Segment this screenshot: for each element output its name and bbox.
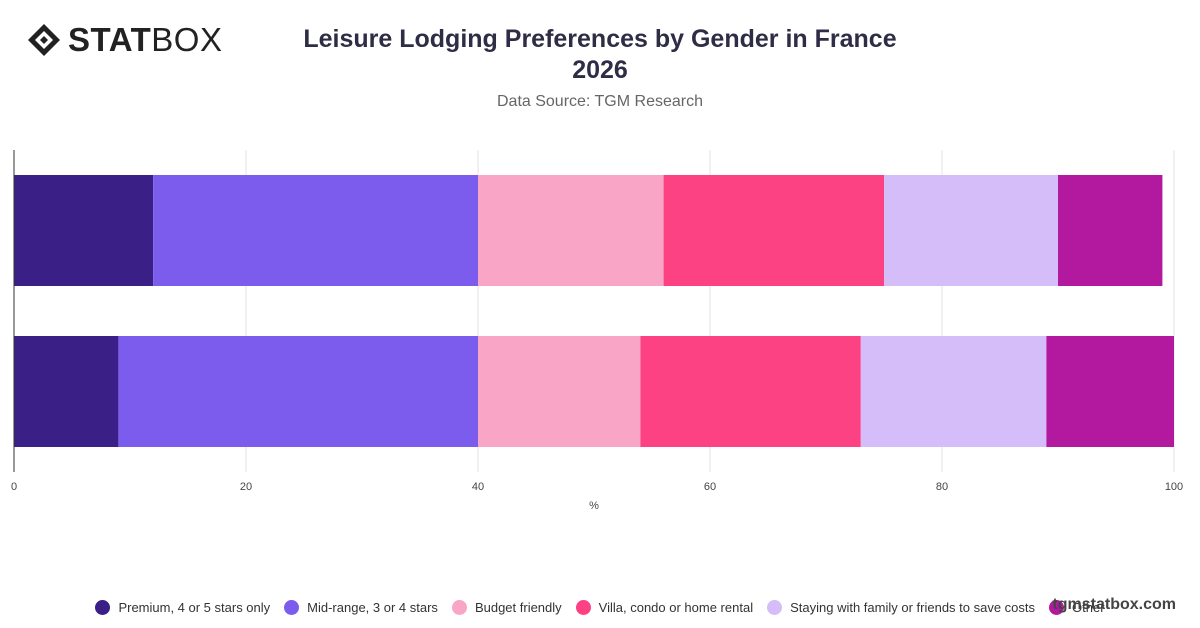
legend-label-5: Staying with family or friends to save c…	[790, 600, 1036, 615]
chart-title: Leisure Lodging Preferences by Gender in…	[0, 24, 1200, 86]
legend-swatch-1	[95, 600, 111, 615]
legend-swatch-3	[451, 600, 467, 615]
bar-segment-1-3	[478, 175, 664, 286]
x-tick-label-80: 80	[936, 481, 948, 493]
x-tick-label-100: 100	[1165, 481, 1183, 493]
chart-subtitle: Data Source: TGM Research	[496, 93, 703, 110]
legend-item-5[interactable]: Staying with family or friends to save c…	[767, 600, 1035, 615]
x-tick-label-0: 0	[11, 481, 17, 493]
legend-item-6[interactable]: Other	[1049, 600, 1105, 615]
legend-item-3[interactable]: Budget friendly	[451, 600, 562, 615]
legend-label-1: Premium, 4 or 5 stars only	[118, 600, 271, 615]
stacked-bar-chart: 0 20 40 60 80 100%	[11, 150, 1183, 512]
legend-swatch-4	[575, 600, 591, 615]
legend-swatch-5	[767, 600, 783, 615]
x-tick-label-60: 60	[704, 481, 716, 493]
bar-segment-2-1	[14, 336, 119, 447]
bar-segment-2-2	[118, 336, 479, 447]
watermark: tgmstatbox.com	[1052, 596, 1176, 613]
legend-label-2: Mid-range, 3 or 4 stars	[307, 600, 438, 615]
bar-segment-2-6	[1046, 336, 1174, 447]
logo-text: STATBOX	[68, 22, 222, 58]
bar-segment-2-5	[860, 336, 1047, 447]
legend-swatch-6	[1049, 600, 1065, 615]
statbox-diamond-icon	[28, 24, 60, 56]
legend-swatch-2	[284, 600, 300, 615]
bar-segment-1-4	[663, 175, 884, 286]
logo-text-strong: STAT	[68, 21, 152, 58]
legend-label-6: Other	[1072, 600, 1105, 615]
bar-segment-1-6	[1058, 175, 1163, 286]
x-tick-label-20: 20	[240, 481, 252, 493]
chart-title-line1: Leisure Lodging Preferences by Gender in…	[303, 25, 897, 53]
legend-label-4: Villa, condo or home rental	[598, 600, 754, 615]
legend-item-2[interactable]: Mid-range, 3 or 4 stars	[284, 600, 438, 615]
x-axis-label: %	[589, 500, 599, 512]
bar-segment-1-1	[14, 175, 154, 286]
bar-segment-2-3	[478, 336, 641, 447]
legend-item-1[interactable]: Premium, 4 or 5 stars only	[95, 600, 270, 615]
legend-item-4[interactable]: Villa, condo or home rental	[575, 600, 754, 615]
logo-text-light: BOX	[151, 21, 223, 58]
chart-title-line2: 2026	[572, 56, 628, 84]
chart-legend: Premium, 4 or 5 stars only Mid-range, 3 o…	[0, 600, 1200, 615]
statbox-logo: STATBOX	[26, 22, 222, 58]
x-tick-label-40: 40	[472, 481, 484, 493]
bar-segment-1-5	[884, 175, 1058, 286]
bar-segment-2-4	[640, 336, 861, 447]
legend-label-3: Budget friendly	[474, 600, 562, 615]
bar-segment-1-2	[153, 175, 478, 286]
